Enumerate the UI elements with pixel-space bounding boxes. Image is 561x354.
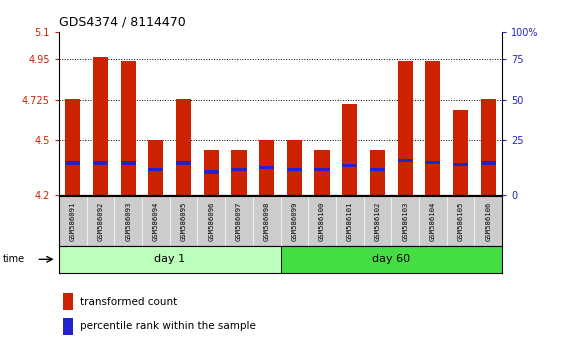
Bar <box>342 104 357 195</box>
Bar <box>63 318 73 335</box>
Text: GDS4374 / 8114470: GDS4374 / 8114470 <box>59 16 186 29</box>
Bar <box>259 139 274 195</box>
Text: time: time <box>3 254 25 264</box>
Text: percentile rank within the sample: percentile rank within the sample <box>80 321 256 331</box>
Text: GSM586097: GSM586097 <box>236 201 242 241</box>
Text: GSM586104: GSM586104 <box>430 201 436 241</box>
Bar <box>425 61 440 195</box>
Bar <box>314 150 330 195</box>
Bar <box>231 168 247 171</box>
Bar <box>93 161 108 165</box>
Bar <box>287 168 302 171</box>
Bar <box>176 99 191 195</box>
Bar <box>398 159 413 162</box>
Text: GSM586105: GSM586105 <box>458 201 463 241</box>
Bar <box>481 99 496 195</box>
Bar <box>287 139 302 195</box>
Text: GSM586100: GSM586100 <box>319 201 325 241</box>
Bar <box>176 161 191 165</box>
Text: GSM586098: GSM586098 <box>264 201 270 241</box>
Bar <box>231 150 247 195</box>
Bar <box>65 99 80 195</box>
Text: GSM586095: GSM586095 <box>181 201 187 241</box>
Bar <box>453 163 468 166</box>
Bar <box>59 246 280 273</box>
Bar <box>370 168 385 171</box>
Bar <box>425 160 440 164</box>
Text: GSM586096: GSM586096 <box>208 201 214 241</box>
Bar <box>148 139 163 195</box>
Bar <box>481 161 496 165</box>
Text: GSM586091: GSM586091 <box>70 201 76 241</box>
Bar <box>342 164 357 167</box>
Text: GSM586101: GSM586101 <box>347 201 353 241</box>
Bar <box>63 293 73 310</box>
Bar <box>314 168 330 171</box>
Bar <box>65 161 80 165</box>
Bar <box>204 171 219 174</box>
Text: GSM586103: GSM586103 <box>402 201 408 241</box>
Bar <box>121 61 136 195</box>
Text: GSM586094: GSM586094 <box>153 201 159 241</box>
Text: transformed count: transformed count <box>80 297 177 307</box>
Bar <box>370 150 385 195</box>
Bar <box>259 166 274 169</box>
Bar <box>453 110 468 195</box>
Bar <box>93 57 108 195</box>
Text: day 60: day 60 <box>373 254 410 264</box>
Text: GSM586106: GSM586106 <box>485 201 491 241</box>
Bar <box>148 168 163 171</box>
Bar <box>121 161 136 165</box>
Text: day 1: day 1 <box>154 254 185 264</box>
Text: GSM586092: GSM586092 <box>98 201 103 241</box>
Text: GSM586102: GSM586102 <box>374 201 380 241</box>
Text: GSM586099: GSM586099 <box>291 201 297 241</box>
Bar <box>204 150 219 195</box>
Text: GSM586093: GSM586093 <box>125 201 131 241</box>
Bar <box>280 246 502 273</box>
Bar <box>398 61 413 195</box>
